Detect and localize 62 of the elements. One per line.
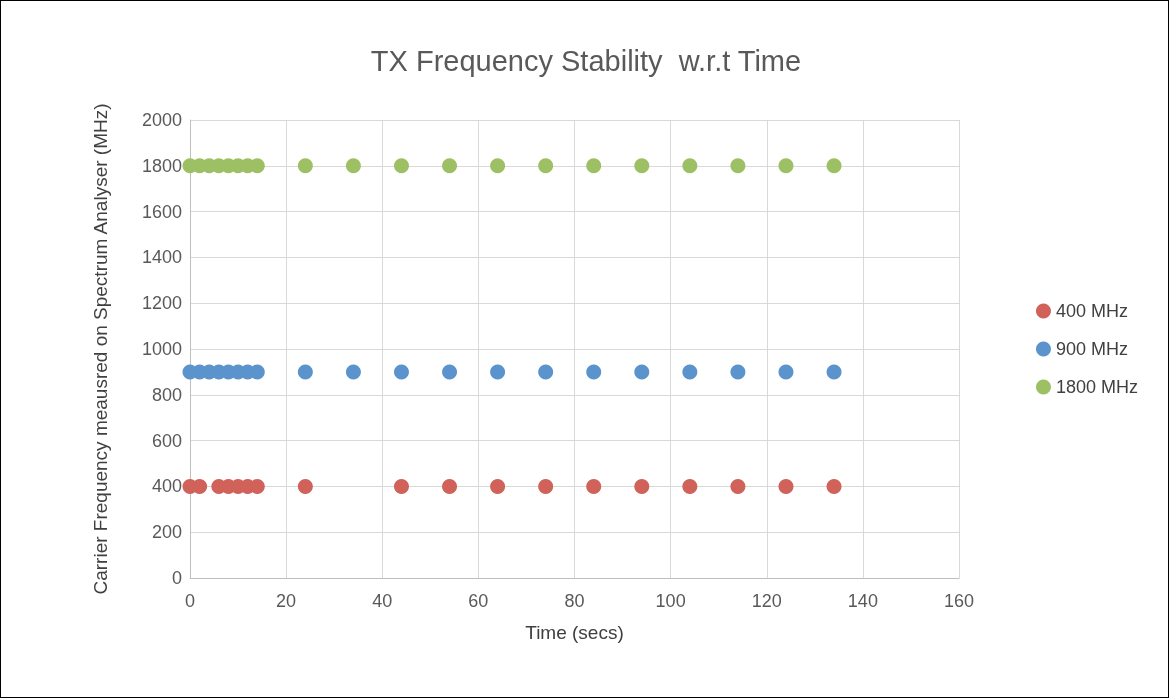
point	[442, 158, 458, 174]
point	[586, 158, 602, 174]
point	[730, 158, 746, 174]
legend-label: 1800 MHz	[1055, 377, 1139, 397]
point	[826, 364, 842, 380]
point	[730, 478, 746, 494]
x-tick-label: 160	[943, 591, 975, 611]
point	[297, 478, 313, 494]
point	[442, 478, 458, 494]
point	[730, 364, 746, 380]
point	[345, 364, 361, 380]
x-tick-label: 140	[847, 591, 878, 611]
point	[682, 364, 698, 380]
point	[634, 364, 650, 380]
x-tick-label: 40	[372, 591, 393, 611]
point	[538, 364, 554, 380]
x-tick-label: 100	[655, 591, 686, 611]
point	[393, 158, 409, 174]
legend-label: 400 MHz	[1055, 301, 1128, 321]
x-tick-label: 120	[751, 591, 782, 611]
point	[682, 478, 698, 494]
point	[634, 158, 650, 174]
point	[586, 364, 602, 380]
point	[490, 478, 506, 494]
point	[778, 364, 794, 380]
x-tick-label: 20	[276, 591, 297, 611]
y-tick-label: 400	[151, 476, 182, 497]
y-tick-label: 1000	[141, 339, 182, 359]
y-tick-label: 1600	[141, 201, 182, 222]
y-tick-label: 1200	[141, 293, 182, 314]
x-tick-label: 60	[468, 591, 489, 611]
point	[393, 364, 409, 380]
x-tick-label: 0	[184, 591, 196, 611]
point	[490, 158, 506, 174]
x-tick-label: 80	[564, 591, 585, 611]
point	[586, 478, 602, 494]
point	[826, 158, 842, 174]
y-tick-label: 1800	[141, 155, 182, 176]
point	[538, 478, 554, 494]
point	[538, 158, 554, 174]
point	[393, 478, 409, 494]
y-tick-label: 0	[171, 568, 182, 588]
point	[297, 364, 313, 380]
point	[297, 158, 313, 174]
y-tick-label: 1400	[141, 247, 182, 268]
point	[634, 478, 650, 494]
point	[778, 158, 794, 174]
point	[826, 478, 842, 494]
y-tick-label: 2000	[141, 110, 182, 130]
y-tick-label: 200	[151, 522, 182, 543]
point	[682, 158, 698, 174]
legend-label: 900 MHz	[1055, 339, 1128, 359]
x-axis-title: Time (secs)	[525, 622, 624, 643]
y-tick-label: 600	[151, 430, 182, 451]
point	[345, 158, 361, 174]
y-tick-label: 800	[151, 384, 182, 405]
point	[490, 364, 506, 380]
y-axis-title: Carrier Frequency meausred on Spectrum Analyser (MHz)	[89, 103, 111, 595]
chart-title: TX Frequency Stability w.r.t Time	[370, 44, 802, 77]
point	[192, 478, 208, 494]
point	[778, 478, 794, 494]
point	[442, 364, 458, 380]
